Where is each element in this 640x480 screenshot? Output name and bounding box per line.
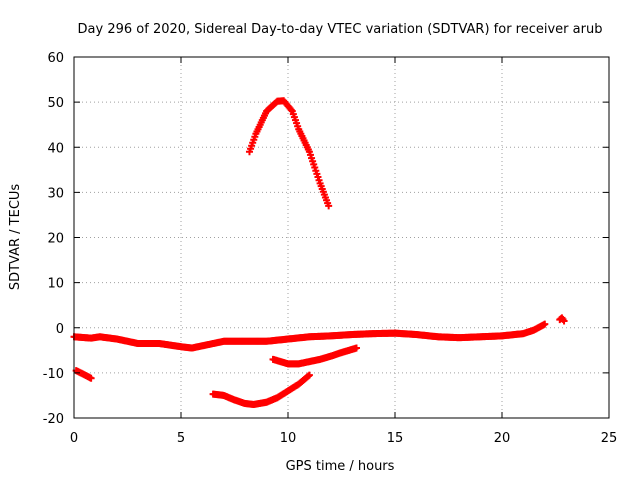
chart-title: Day 296 of 2020, Sidereal Day-to-day VTE… bbox=[78, 22, 603, 37]
ticks: 0 5 10 15 20 25 -20 -10 0 10 20 30 40 50 60 bbox=[43, 51, 618, 446]
y-tick-label: 10 bbox=[47, 277, 64, 292]
grid bbox=[74, 57, 609, 418]
x-tick-label: 15 bbox=[387, 431, 404, 446]
y-tick-label: -20 bbox=[43, 412, 64, 427]
data-point bbox=[541, 320, 549, 328]
y-tick-label: 50 bbox=[47, 96, 64, 111]
x-axis-title: GPS time / hours bbox=[286, 459, 395, 474]
x-tick-label: 5 bbox=[177, 431, 185, 446]
y-axis-title: SDTVAR / TECUs bbox=[8, 184, 23, 291]
data-point bbox=[305, 371, 313, 379]
x-tick-label: 0 bbox=[70, 431, 78, 446]
y-tick-label: 30 bbox=[47, 186, 64, 201]
series-low-arc bbox=[209, 372, 312, 408]
data-point bbox=[560, 317, 568, 325]
series-mid-low-rising bbox=[269, 344, 359, 368]
y-tick-label: 20 bbox=[47, 232, 64, 247]
x-tick-label: 25 bbox=[601, 431, 618, 446]
data-point bbox=[352, 344, 360, 352]
y-tick-label: 40 bbox=[47, 141, 64, 156]
y-tick-label: 60 bbox=[47, 51, 64, 66]
y-tick-label: -10 bbox=[43, 367, 64, 382]
y-tick-label: 0 bbox=[56, 322, 64, 337]
data-marks bbox=[70, 97, 568, 408]
data-point bbox=[287, 106, 295, 114]
series-high-arc bbox=[245, 97, 332, 207]
series-main-band bbox=[70, 321, 548, 352]
data-point bbox=[325, 202, 333, 210]
x-tick-label: 10 bbox=[280, 431, 297, 446]
data-point bbox=[87, 374, 95, 382]
x-tick-label: 20 bbox=[494, 431, 511, 446]
